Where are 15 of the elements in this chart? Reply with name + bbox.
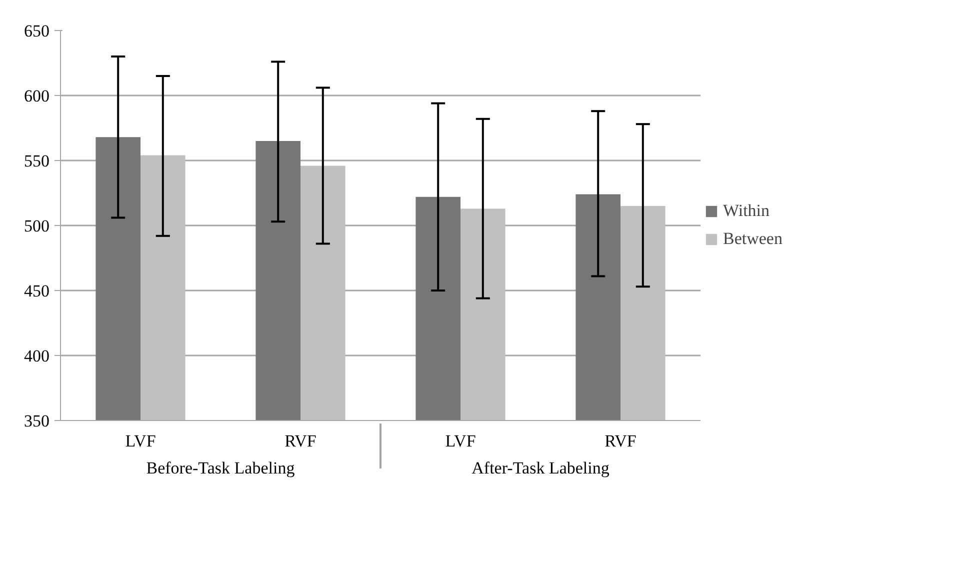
legend-label: Between — [723, 229, 783, 249]
y-tick-label: 400 — [24, 346, 50, 366]
text: Before-Task Labeling — [146, 458, 296, 478]
y-tick-label: 500 — [24, 216, 50, 236]
y-tick-label: 650 — [24, 22, 50, 40]
y-tick-label: 450 — [24, 282, 50, 300]
y-tick-label: 600 — [24, 86, 50, 106]
text: After-Task Labeling — [472, 458, 610, 478]
x-tick-label: LVF — [445, 432, 476, 450]
legend-label: Within — [723, 201, 771, 221]
x-tick-label: RVF — [604, 432, 636, 450]
x-tick-label: RVF — [284, 432, 316, 450]
x-tick-label: LVF — [125, 432, 156, 450]
y-tick-label: 550 — [24, 152, 50, 170]
y-tick-label: 350 — [24, 412, 50, 430]
